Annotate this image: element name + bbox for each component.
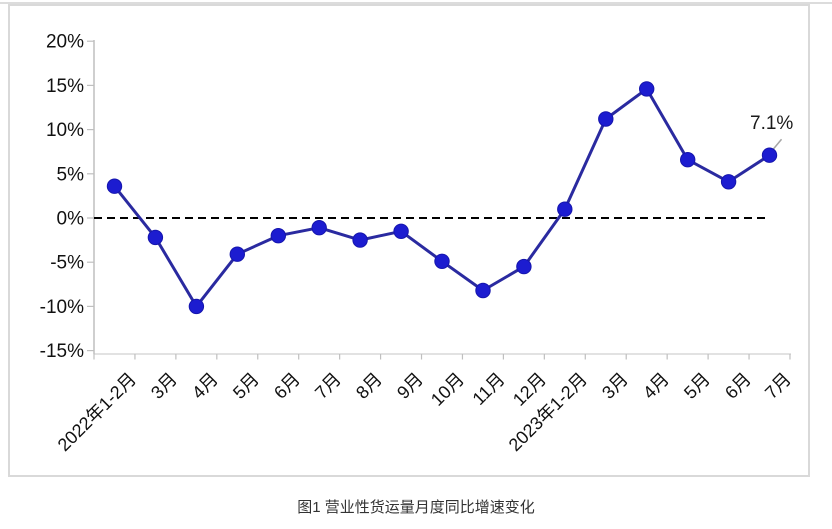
- y-axis-tick-label: 0%: [57, 209, 85, 230]
- data-point: [434, 253, 450, 269]
- y-axis-tick-label: -5%: [50, 253, 84, 274]
- y-axis-tick-label: 15%: [46, 76, 84, 97]
- data-point: [761, 147, 778, 163]
- top-divider-rule: [0, 2, 832, 4]
- y-axis-tick-label: -15%: [40, 341, 84, 362]
- data-point: [639, 81, 655, 97]
- y-axis-tick-label: -10%: [40, 297, 84, 318]
- chart-frame: [8, 4, 810, 477]
- data-point: [188, 298, 205, 315]
- data-point: [147, 229, 164, 246]
- data-point: [516, 258, 532, 275]
- data-point: [311, 220, 327, 236]
- y-axis-tick-label: 10%: [46, 120, 84, 141]
- y-axis-tick-label: 5%: [57, 164, 85, 185]
- data-point: [352, 232, 368, 248]
- annotation-label: 7.1%: [750, 113, 794, 134]
- trend-line: [113, 87, 771, 308]
- data-point: [106, 178, 123, 194]
- figure-caption: 图1 营业性货运量月度同比增速变化: [297, 499, 535, 516]
- data-point: [557, 201, 573, 217]
- data-point: [598, 111, 614, 127]
- data-point: [393, 223, 409, 240]
- y-axis-tick-label: 20%: [46, 32, 84, 53]
- data-point: [720, 174, 737, 190]
- data-point: [270, 228, 286, 244]
- data-point: [229, 246, 246, 262]
- data-point: [680, 152, 696, 168]
- data-point: [475, 282, 491, 299]
